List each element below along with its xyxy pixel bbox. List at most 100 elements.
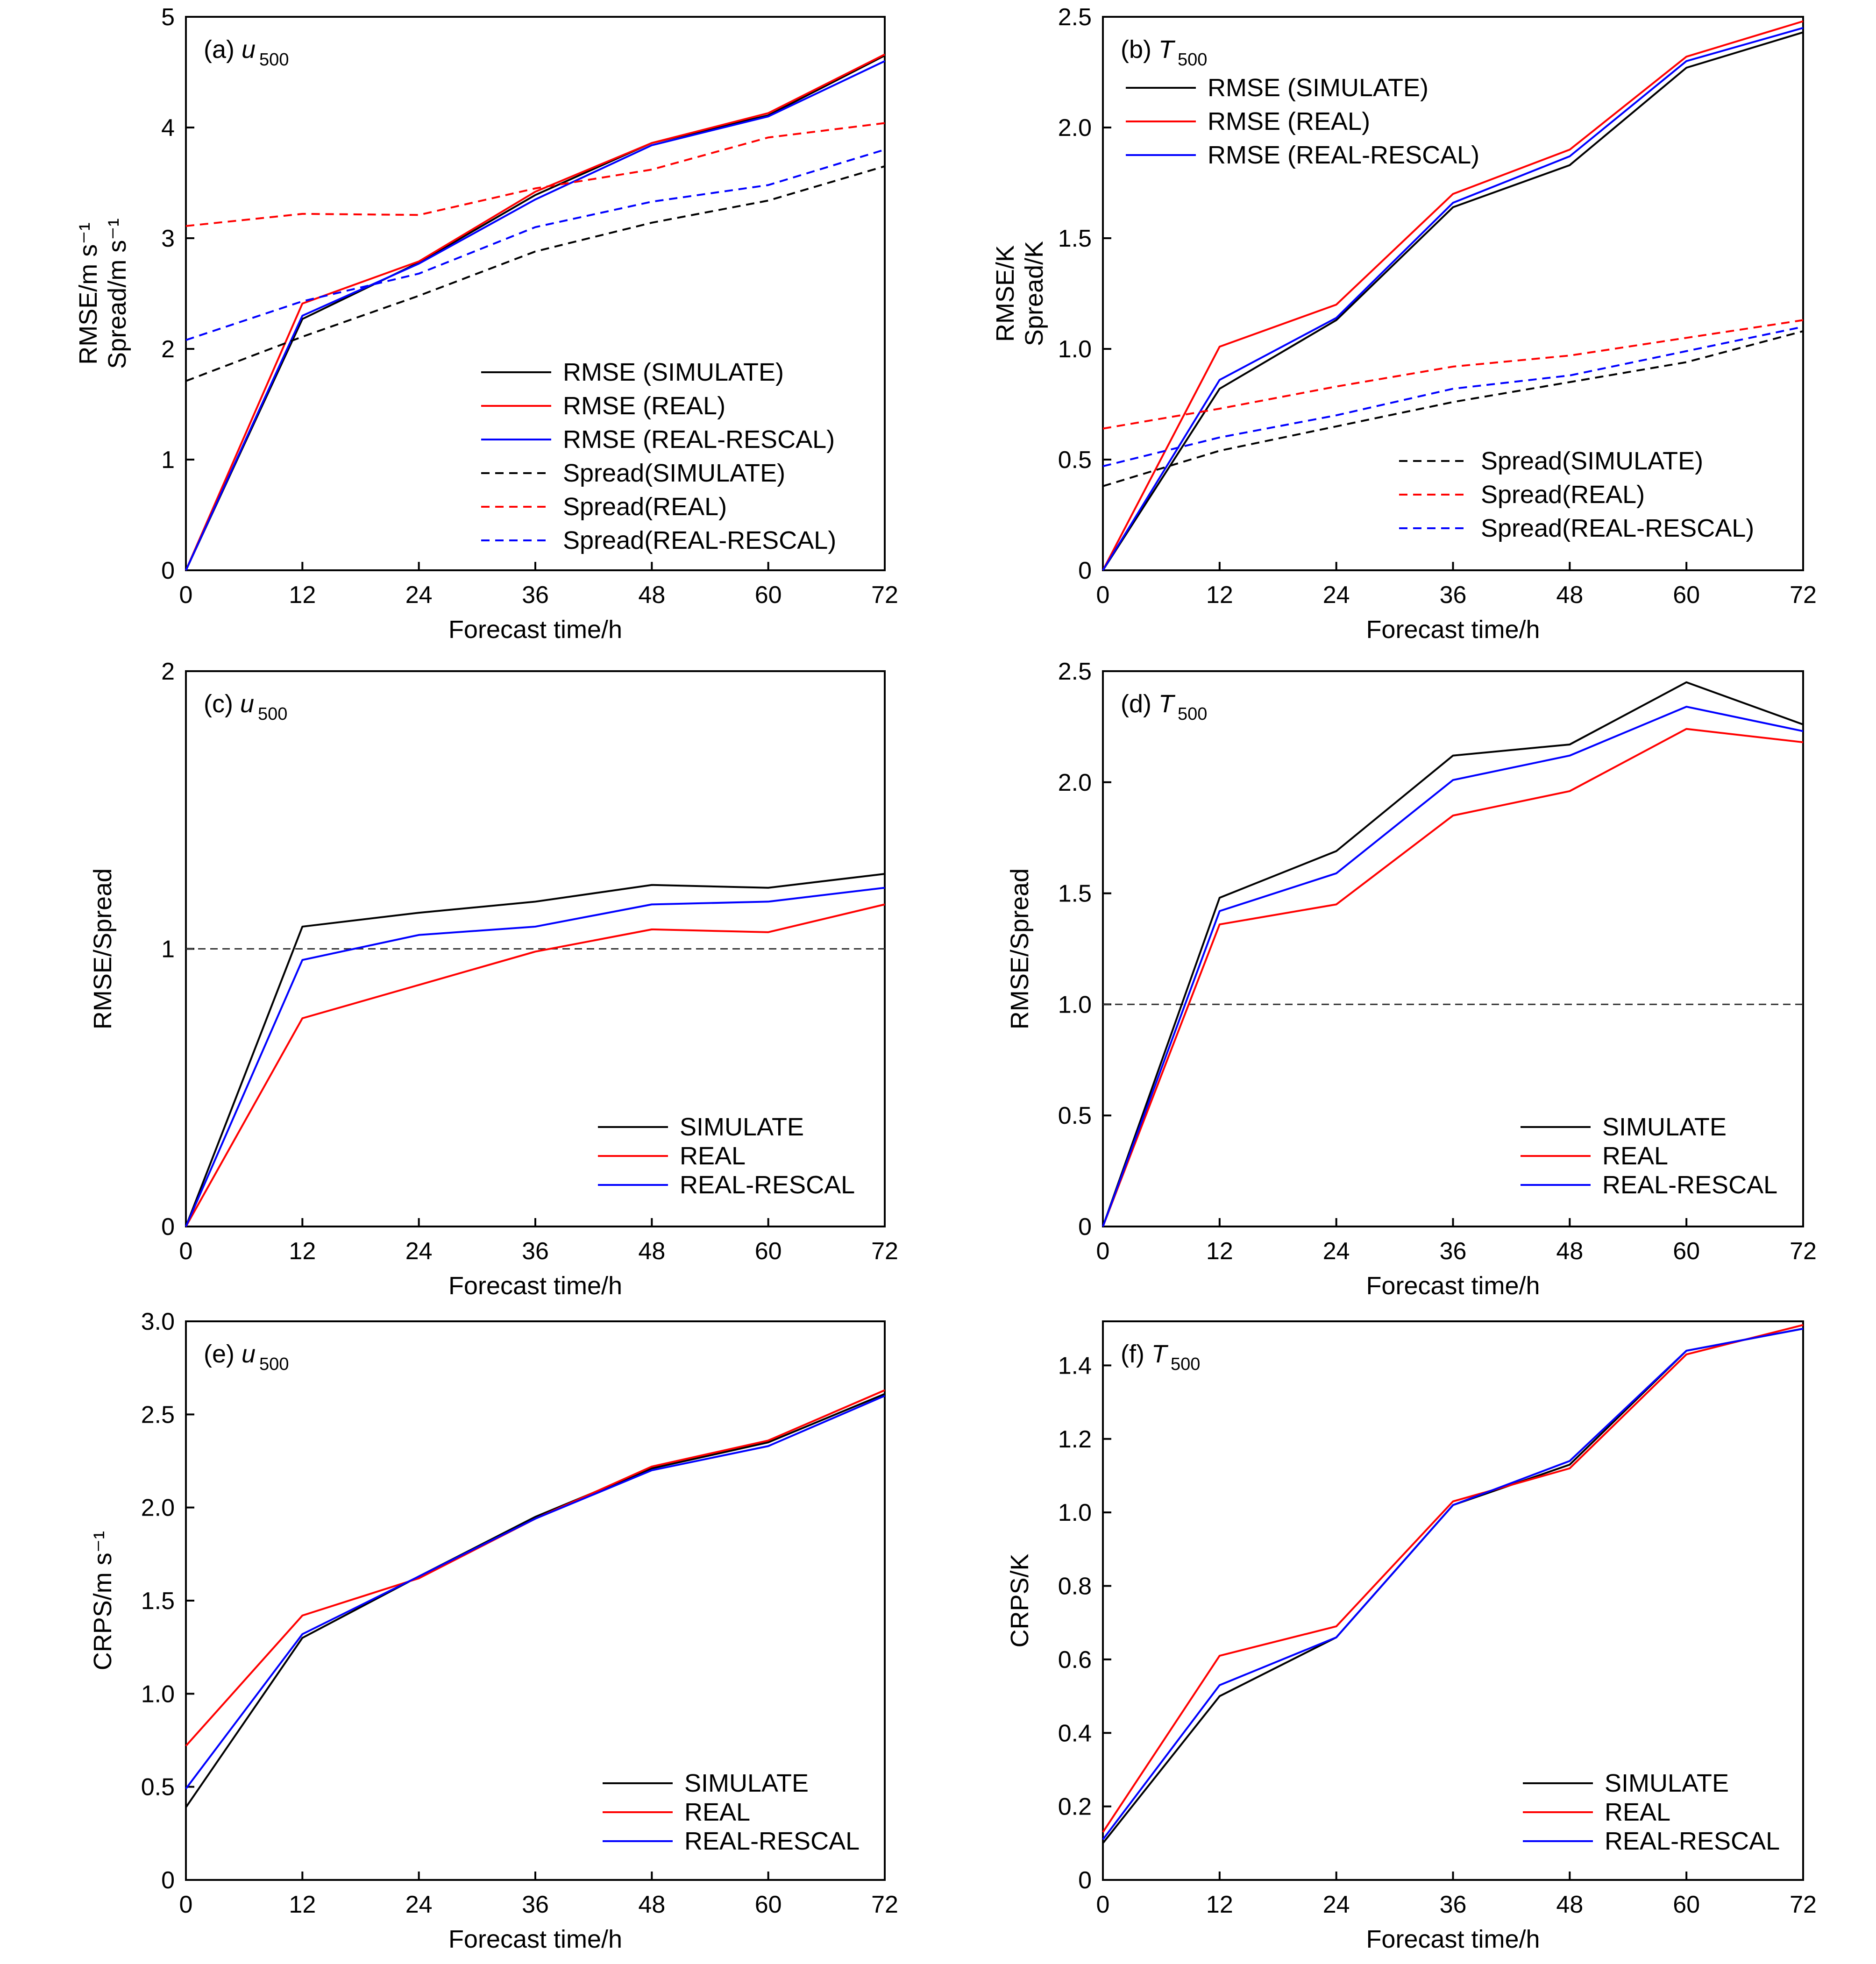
series-line-2 xyxy=(1102,20,1804,571)
axes-frame xyxy=(185,670,886,1227)
x-tick-label: 36 xyxy=(1440,581,1467,609)
y-tick-label: 2 xyxy=(161,658,175,685)
x-tick-label: 0 xyxy=(179,1891,193,1918)
axes-frame xyxy=(1102,670,1804,1227)
legend-label: RMSE (REAL) xyxy=(563,392,725,420)
series-line-2 xyxy=(185,53,885,571)
y-tick-label: 1.0 xyxy=(1058,991,1092,1018)
x-tick-label: 24 xyxy=(1323,1238,1350,1265)
x-tick-label: 36 xyxy=(522,1891,549,1918)
series-line-1 xyxy=(185,1393,885,1808)
legend-label: REAL-RESCAL xyxy=(680,1171,855,1199)
series-line-3 xyxy=(1102,27,1804,571)
legend-label: SIMULATE xyxy=(680,1113,804,1141)
x-tick-label: 36 xyxy=(1440,1891,1467,1918)
x-tick-label: 60 xyxy=(1673,1238,1700,1265)
legend-label: REAL xyxy=(1605,1798,1670,1826)
y-tick-label: 0.5 xyxy=(1058,1102,1092,1129)
series-line-1 xyxy=(1102,681,1804,1227)
series-line-6 xyxy=(1102,326,1804,468)
x-tick-label: 12 xyxy=(1206,581,1233,609)
x-tick-label: 72 xyxy=(871,1238,898,1265)
series-line-4 xyxy=(185,165,885,382)
panel-b: 0 12 24 36 48 60 72 0 0.5 1.0 1.5 2.0 2.5 Forecast ti… xyxy=(991,4,1817,644)
legend-label: RMSE (REAL-RESCAL) xyxy=(1208,141,1479,169)
x-tick-label: 48 xyxy=(1556,1238,1583,1265)
y-tick-label: 0 xyxy=(1078,557,1092,584)
y-tick-label: 2.0 xyxy=(1058,114,1092,142)
y-tick-label: 2.0 xyxy=(1058,769,1092,796)
y-tick-label: 2.5 xyxy=(141,1401,175,1428)
legend: RMSE (SIMULATE) RMSE (REAL) RMSE (REAL-RES… xyxy=(481,358,836,554)
series-line-3 xyxy=(185,60,885,571)
axes-frame xyxy=(185,16,886,571)
x-tick-label: 12 xyxy=(289,1238,316,1265)
y-tick-label: 2.0 xyxy=(141,1495,175,1522)
y-axis-label: CRPS/K xyxy=(1006,1553,1034,1647)
y-tick-label: 0 xyxy=(1078,1867,1092,1894)
x-axis-label: Forecast time/h xyxy=(1366,1272,1540,1300)
x-tick-label: 0 xyxy=(179,581,193,609)
y-tick-label: 3 xyxy=(161,225,175,252)
panel-title: (c) u 500 xyxy=(204,690,287,724)
legend-label: Spread(SIMULATE) xyxy=(563,459,785,487)
y-tick-label: 0.5 xyxy=(141,1774,175,1801)
legend-label: REAL-RESCAL xyxy=(1605,1827,1780,1855)
y-tick-label: 0.2 xyxy=(1058,1794,1092,1821)
x-tick-label: 48 xyxy=(638,1891,665,1918)
x-tick-label: 60 xyxy=(755,1238,782,1265)
x-tick-label: 0 xyxy=(1096,1891,1110,1918)
series-line-6 xyxy=(185,149,885,341)
x-tick-label: 24 xyxy=(405,1891,433,1918)
y-tick-label: 1.5 xyxy=(1058,880,1092,908)
legend-label: REAL-RESCAL xyxy=(684,1827,860,1855)
x-tick-label: 0 xyxy=(179,1238,193,1265)
legend-label: SIMULATE xyxy=(684,1769,809,1797)
x-tick-label: 48 xyxy=(1556,581,1583,609)
legend-label: REAL xyxy=(684,1798,750,1826)
x-tick-label: 72 xyxy=(1790,581,1817,609)
series-line-3 xyxy=(185,1395,885,1789)
x-tick-label: 72 xyxy=(1790,1891,1817,1918)
y-tick-label: 1.2 xyxy=(1058,1426,1092,1453)
legend-label: REAL-RESCAL xyxy=(1602,1171,1777,1199)
series-line-1 xyxy=(1102,31,1804,571)
legend-label: Spread(REAL) xyxy=(1481,481,1645,509)
y-tick-label: 1.0 xyxy=(1058,1499,1092,1526)
legend: RMSE (SIMULATE) RMSE (REAL) RMSE (REAL-RES… xyxy=(1126,74,1479,169)
legend: Spread(SIMULATE) Spread(REAL) Spread(REAL-… xyxy=(1399,447,1754,542)
legend-label: Spread(REAL-RESCAL) xyxy=(563,526,836,554)
x-tick-label: 60 xyxy=(755,581,782,609)
y-tick-label: 2.5 xyxy=(1058,658,1092,685)
series-line-3 xyxy=(1102,706,1804,1227)
x-tick-label: 60 xyxy=(1673,581,1700,609)
y-axis-label: Spread/m s⁻¹ xyxy=(103,218,131,369)
series-line-1 xyxy=(185,55,885,571)
legend-label: RMSE (SIMULATE) xyxy=(563,358,784,386)
y-axis-label: CRPS/m s⁻¹ xyxy=(89,1531,117,1671)
x-tick-label: 36 xyxy=(522,581,549,609)
series-line-1 xyxy=(1102,1327,1804,1844)
x-tick-label: 36 xyxy=(1440,1238,1467,1265)
y-tick-label: 1.5 xyxy=(1058,225,1092,252)
y-tick-label: 4 xyxy=(161,114,175,142)
panel-d: 0 12 24 36 48 60 72 0 0.5 1.0 1.5 2.0 2.5 Forecast ti… xyxy=(1006,658,1817,1300)
y-tick-label: 0.4 xyxy=(1058,1720,1092,1747)
y-tick-label: 0.5 xyxy=(1058,447,1092,474)
x-tick-label: 0 xyxy=(1096,1238,1110,1265)
x-tick-label: 24 xyxy=(405,1238,433,1265)
series-line-5 xyxy=(1102,319,1804,430)
x-tick-label: 48 xyxy=(638,581,665,609)
y-tick-label: 0 xyxy=(161,1867,175,1894)
panel-title: (a) u 500 xyxy=(204,35,289,70)
series-line-1 xyxy=(185,872,885,1227)
legend-label: Spread(REAL-RESCAL) xyxy=(1481,514,1754,542)
y-tick-label: 1 xyxy=(161,936,175,963)
x-tick-label: 60 xyxy=(1673,1891,1700,1918)
series-line-2 xyxy=(185,1389,885,1747)
